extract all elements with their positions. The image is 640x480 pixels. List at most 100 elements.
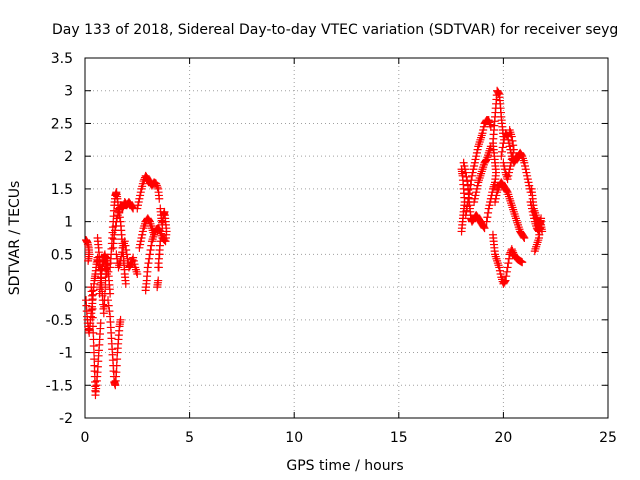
data-point [467, 176, 476, 185]
x-tick-label: 25 [599, 430, 617, 446]
data-point [116, 315, 125, 324]
data-point [477, 133, 486, 142]
data-point [507, 155, 516, 164]
data-point [461, 211, 470, 220]
data-point [145, 254, 154, 263]
data-point [111, 222, 120, 230]
data-point [462, 206, 471, 215]
data-point [470, 194, 479, 203]
data-point [154, 263, 163, 272]
data-point [152, 181, 161, 190]
data-point [112, 217, 121, 226]
data-point [485, 201, 494, 210]
data-point [471, 155, 480, 164]
data-point [504, 259, 513, 268]
data-point [506, 162, 515, 170]
data-point [495, 263, 504, 272]
data-point [523, 175, 532, 184]
data-point [477, 167, 486, 176]
data-point [145, 216, 154, 225]
x-tick-label: 10 [285, 430, 303, 446]
data-point [88, 296, 97, 305]
data-point [484, 204, 493, 213]
chart-title: Day 133 of 2018, Sidereal Day-to-day VTE… [52, 22, 618, 38]
data-point [136, 188, 145, 197]
data-point [512, 216, 521, 225]
data-point [538, 227, 547, 236]
data-point [509, 205, 518, 214]
data-point [510, 210, 519, 218]
data-point [121, 279, 130, 288]
data-point [470, 162, 479, 170]
data-point [483, 213, 492, 222]
data-point [482, 217, 491, 226]
data-point [476, 171, 485, 180]
data-point [495, 266, 504, 275]
data-point [471, 191, 480, 200]
data-point [472, 148, 481, 157]
y-tick-label: -1 [59, 346, 73, 362]
data-point [491, 252, 500, 261]
y-tick-label: 3 [64, 84, 73, 100]
data-point [508, 246, 517, 255]
plot-frame [84, 57, 609, 419]
data-point [116, 256, 125, 265]
data-point [133, 270, 142, 278]
data-point [84, 256, 93, 265]
data-point [533, 238, 542, 247]
data-point [133, 204, 142, 213]
data-point [113, 214, 122, 223]
data-point [152, 179, 161, 188]
data-point [110, 226, 119, 235]
data-point [522, 168, 531, 177]
data-point [506, 196, 515, 205]
data-point [477, 169, 486, 178]
y-tick-label: 0 [64, 280, 73, 296]
y-tick-label: -1.5 [46, 378, 73, 394]
data-point [505, 165, 514, 174]
data-point [130, 260, 139, 269]
data-point [536, 219, 545, 228]
data-point [138, 230, 147, 239]
data-point [514, 220, 523, 229]
data-point [508, 152, 517, 161]
data-point [468, 168, 477, 177]
data-point [155, 250, 164, 259]
data-point [88, 313, 97, 322]
data-point [147, 237, 156, 246]
data-point [508, 203, 517, 212]
data-point [138, 227, 147, 236]
data-point [472, 184, 481, 193]
plot-border [84, 57, 609, 419]
data-point [459, 158, 468, 167]
data-point [505, 126, 514, 134]
data-point [505, 194, 514, 203]
data-point [460, 162, 469, 170]
data-point [134, 198, 143, 206]
data-point [465, 184, 474, 193]
data-point [507, 245, 516, 254]
data-point [517, 151, 526, 160]
data-point [505, 142, 514, 151]
data-point [513, 218, 522, 227]
data-point [104, 296, 113, 305]
data-point [507, 199, 516, 208]
data-point [463, 177, 472, 186]
data-point [144, 259, 153, 268]
data-point [129, 253, 138, 262]
tick-layer: -2 -1.5 -1 -0.5 0 0.5 1 1.5 2 2.5 3 3.5 0 5 10 15 20 25 [46, 51, 617, 446]
data-point [475, 138, 484, 146]
data-point [480, 224, 489, 233]
data-point [470, 198, 479, 206]
data-point [129, 256, 138, 265]
data-point [485, 146, 494, 155]
data-point [474, 140, 483, 149]
data-point [112, 250, 121, 259]
data-point [496, 270, 505, 278]
data-point [530, 247, 539, 256]
data-point [120, 239, 129, 248]
data-point [494, 261, 503, 270]
x-tick-label: 20 [494, 430, 512, 446]
data-point [105, 307, 114, 316]
